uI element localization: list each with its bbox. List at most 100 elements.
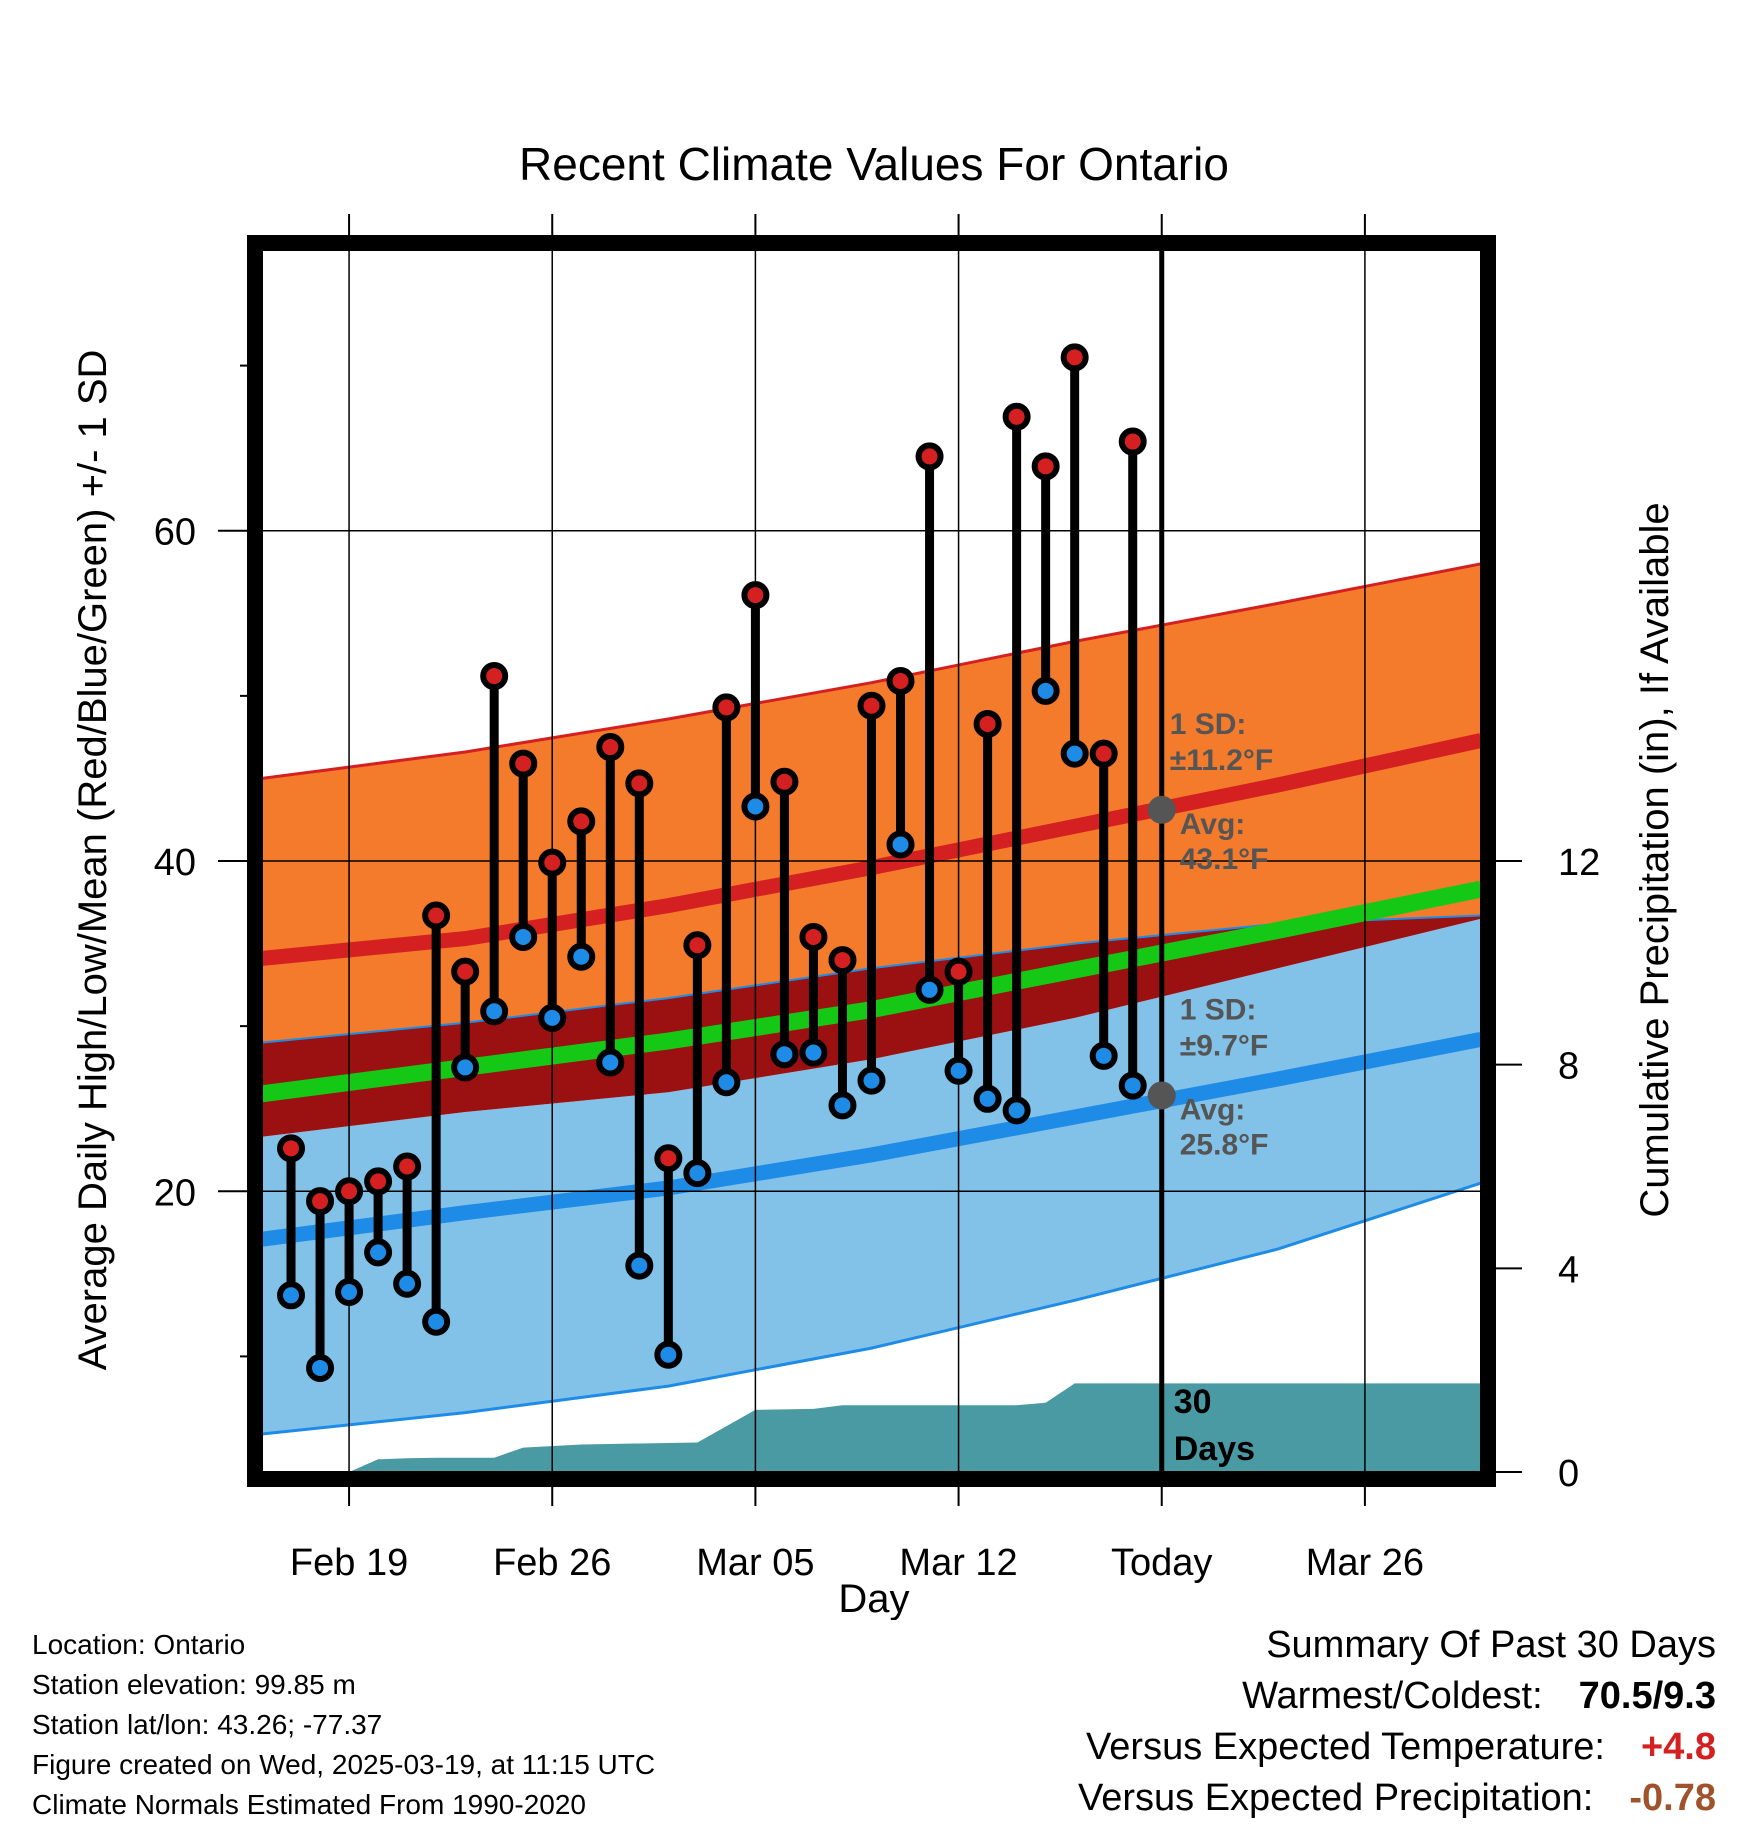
precip-area bbox=[262, 1383, 1481, 1472]
low-point bbox=[567, 942, 596, 971]
chart-title: Recent Climate Values For Ontario bbox=[519, 138, 1229, 190]
temp-label: Versus Expected Temperature: bbox=[1086, 1726, 1605, 1768]
high-point bbox=[509, 749, 538, 778]
y-tick-label: 60 bbox=[154, 512, 196, 554]
high-point bbox=[625, 769, 654, 798]
high-point bbox=[1089, 739, 1118, 768]
y2-tick-label: 4 bbox=[1558, 1249, 1579, 1291]
low-point bbox=[393, 1269, 422, 1298]
low-mean-line bbox=[262, 1031, 1481, 1247]
summary-heading: Summary Of Past 30 Days bbox=[1266, 1624, 1716, 1666]
low-lower-line bbox=[262, 1181, 1481, 1436]
summary-temp-row: Versus Expected Temperature: +4.8 bbox=[1078, 1722, 1716, 1773]
latlon-text: Station lat/lon: 43.26; -77.37 bbox=[32, 1709, 383, 1740]
location-text: Location: Ontario bbox=[32, 1629, 246, 1660]
low-point bbox=[741, 792, 770, 821]
warmest-value: 70.5/9.3 bbox=[1578, 1675, 1716, 1717]
high-point bbox=[857, 691, 886, 720]
summary-warmest-row: Warmest/Coldest: 70.5/9.3 bbox=[1078, 1671, 1716, 1722]
high-point bbox=[306, 1187, 335, 1216]
high-point bbox=[886, 667, 915, 696]
high-point bbox=[1060, 343, 1089, 372]
elevation-text: Station elevation: 99.85 m bbox=[32, 1669, 356, 1700]
high-avg-value: 43.1°F bbox=[1180, 843, 1269, 876]
low-avg-value: 25.8°F bbox=[1180, 1128, 1269, 1161]
high-point bbox=[451, 957, 480, 986]
high-point bbox=[480, 662, 509, 691]
high-sd-label: 1 SD: bbox=[1170, 708, 1247, 741]
x-tick-label: Feb 19 bbox=[290, 1542, 408, 1584]
x-tick-label: Mar 12 bbox=[899, 1542, 1017, 1584]
high-upper-line bbox=[262, 562, 1481, 780]
high-point bbox=[335, 1177, 364, 1206]
x-axis-label: Day bbox=[838, 1577, 909, 1620]
low-point bbox=[422, 1307, 451, 1336]
low-point bbox=[712, 1068, 741, 1097]
high-avg-marker bbox=[1147, 795, 1176, 824]
low-point bbox=[799, 1038, 828, 1067]
high-sd-value: ±11.2°F bbox=[1170, 744, 1274, 777]
low-point bbox=[1060, 739, 1089, 768]
x-tick-label: Mar 26 bbox=[1306, 1542, 1424, 1584]
low-point bbox=[596, 1048, 625, 1077]
y-tick-label: 20 bbox=[154, 1172, 196, 1214]
high-point bbox=[712, 693, 741, 722]
low-point bbox=[625, 1251, 654, 1280]
precip-value: -0.78 bbox=[1629, 1777, 1716, 1819]
created-text: Figure created on Wed, 2025-03-19, at 11… bbox=[32, 1749, 656, 1780]
x-tick-label: Mar 05 bbox=[696, 1542, 814, 1584]
high-point bbox=[654, 1144, 683, 1173]
high-point bbox=[364, 1167, 393, 1196]
precip-label: Versus Expected Precipitation: bbox=[1077, 1777, 1594, 1819]
x-tick-label: Feb 26 bbox=[493, 1542, 611, 1584]
low-point bbox=[480, 997, 509, 1026]
high-point bbox=[1002, 402, 1031, 431]
low-point bbox=[364, 1238, 393, 1267]
low-point bbox=[1118, 1071, 1147, 1100]
low-sd-band bbox=[262, 918, 1481, 1434]
low-point bbox=[306, 1353, 335, 1382]
low-point bbox=[973, 1084, 1002, 1113]
y2-tick-label: 12 bbox=[1558, 842, 1600, 884]
low-point bbox=[857, 1066, 886, 1095]
warmest-label: Warmest/Coldest: bbox=[1242, 1675, 1543, 1717]
y-tick-label: 40 bbox=[154, 842, 196, 884]
high-point bbox=[277, 1134, 306, 1163]
station-info: Location: Ontario Station elevation: 99.… bbox=[32, 1625, 655, 1825]
high-point bbox=[683, 931, 712, 960]
low-point bbox=[654, 1340, 683, 1369]
y2-tick-label: 0 bbox=[1558, 1453, 1579, 1495]
high-point bbox=[393, 1152, 422, 1181]
low-point bbox=[915, 975, 944, 1004]
plot-frame bbox=[247, 235, 1496, 1487]
low-point bbox=[277, 1281, 306, 1310]
low-avg-label: Avg: bbox=[1180, 1093, 1246, 1126]
high-point bbox=[741, 581, 770, 610]
low-point bbox=[451, 1053, 480, 1082]
high-point bbox=[567, 807, 596, 836]
summary-precip-row: Versus Expected Precipitation: -0.78 bbox=[1078, 1773, 1716, 1824]
normals-text: Climate Normals Estimated From 1990-2020 bbox=[32, 1789, 586, 1820]
high-point bbox=[828, 946, 857, 975]
low-point bbox=[944, 1056, 973, 1085]
low-point bbox=[335, 1278, 364, 1307]
high-point bbox=[944, 957, 973, 986]
days-label-line1: 30 bbox=[1174, 1383, 1212, 1421]
low-point bbox=[683, 1159, 712, 1188]
high-point bbox=[973, 709, 1002, 738]
climate-chart: Recent Climate Values For Ontario Feb 19… bbox=[71, 138, 1677, 1620]
x-tick-label: Today bbox=[1111, 1542, 1212, 1584]
low-point bbox=[1002, 1096, 1031, 1125]
high-point bbox=[538, 848, 567, 877]
low-sd-label: 1 SD: bbox=[1180, 993, 1257, 1026]
high-point bbox=[799, 922, 828, 951]
high-point bbox=[596, 733, 625, 762]
y-axis-label: Average Daily High/Low/Mean (Red/Blue/Gr… bbox=[71, 350, 115, 1371]
high-avg-label: Avg: bbox=[1180, 808, 1246, 841]
temp-value: +4.8 bbox=[1640, 1726, 1716, 1768]
y2-axis-label: Cumulative Precipitation (in), If Availa… bbox=[1633, 502, 1677, 1217]
summary-panel: Summary Of Past 30 Days Warmest/Coldest:… bbox=[1078, 1620, 1716, 1824]
low-point bbox=[770, 1040, 799, 1069]
high-point bbox=[915, 442, 944, 471]
low-point bbox=[828, 1091, 857, 1120]
